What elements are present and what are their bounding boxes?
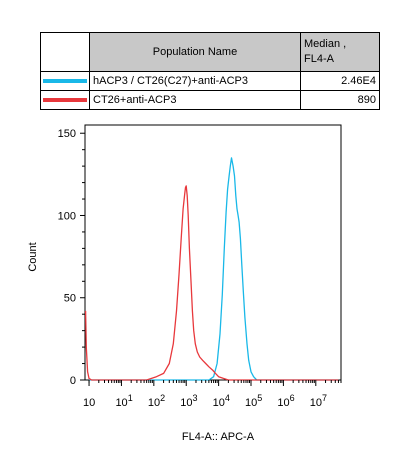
y-axis-label: Count [27, 242, 39, 271]
x-tick-label: 10 [83, 397, 95, 409]
legend-row-name: CT26+anti-ACP3 [89, 90, 301, 110]
legend-table: Population Name Median , FL4-A hACP3 / C… [40, 32, 380, 110]
legend-header-median: Median , FL4-A [300, 32, 380, 72]
x-tick-label: 102 [148, 393, 165, 409]
legend-row: hACP3 / CT26(C27)+anti-ACP3 2.46E4 [40, 71, 380, 91]
legend-swatch-cell [40, 90, 90, 110]
legend-swatch-red [43, 98, 87, 102]
x-axis-label: FL4-A:: APC-A [182, 431, 255, 443]
y-tick-label: 50 [64, 293, 76, 305]
x-tick-label: 107 [310, 393, 327, 409]
legend-header-median-line1: Median , [304, 38, 347, 50]
legend-header-name: Population Name [89, 32, 301, 72]
axes-layer: 0 50 100 150 10 101 102 103 104 105 106 107 [58, 128, 342, 409]
x-tick-label: 106 [277, 393, 294, 409]
y-tick-label: 150 [58, 128, 76, 140]
x-tick-label: 104 [213, 393, 230, 409]
x-tick-label: 105 [245, 393, 262, 409]
legend-row-name: hACP3 / CT26(C27)+anti-ACP3 [89, 71, 301, 91]
legend-header-row: Population Name Median , FL4-A [40, 32, 380, 72]
legend-row-median: 890 [300, 90, 380, 110]
series-line-0 [89, 157, 339, 381]
y-tick-label: 0 [70, 375, 76, 387]
series-layer [84, 157, 339, 381]
x-tick-label: 101 [115, 393, 132, 409]
series-line-1 [84, 185, 339, 381]
plot-frame [84, 124, 342, 381]
legend-row: CT26+anti-ACP3 890 [40, 90, 380, 110]
legend-swatch-cyan [43, 79, 87, 83]
y-tick-label: 100 [58, 210, 76, 222]
plot-area [84, 124, 342, 381]
legend-header-median-line2: FL4-A [304, 53, 334, 65]
legend-header-blank [40, 32, 90, 72]
x-tick-label: 103 [180, 393, 197, 409]
